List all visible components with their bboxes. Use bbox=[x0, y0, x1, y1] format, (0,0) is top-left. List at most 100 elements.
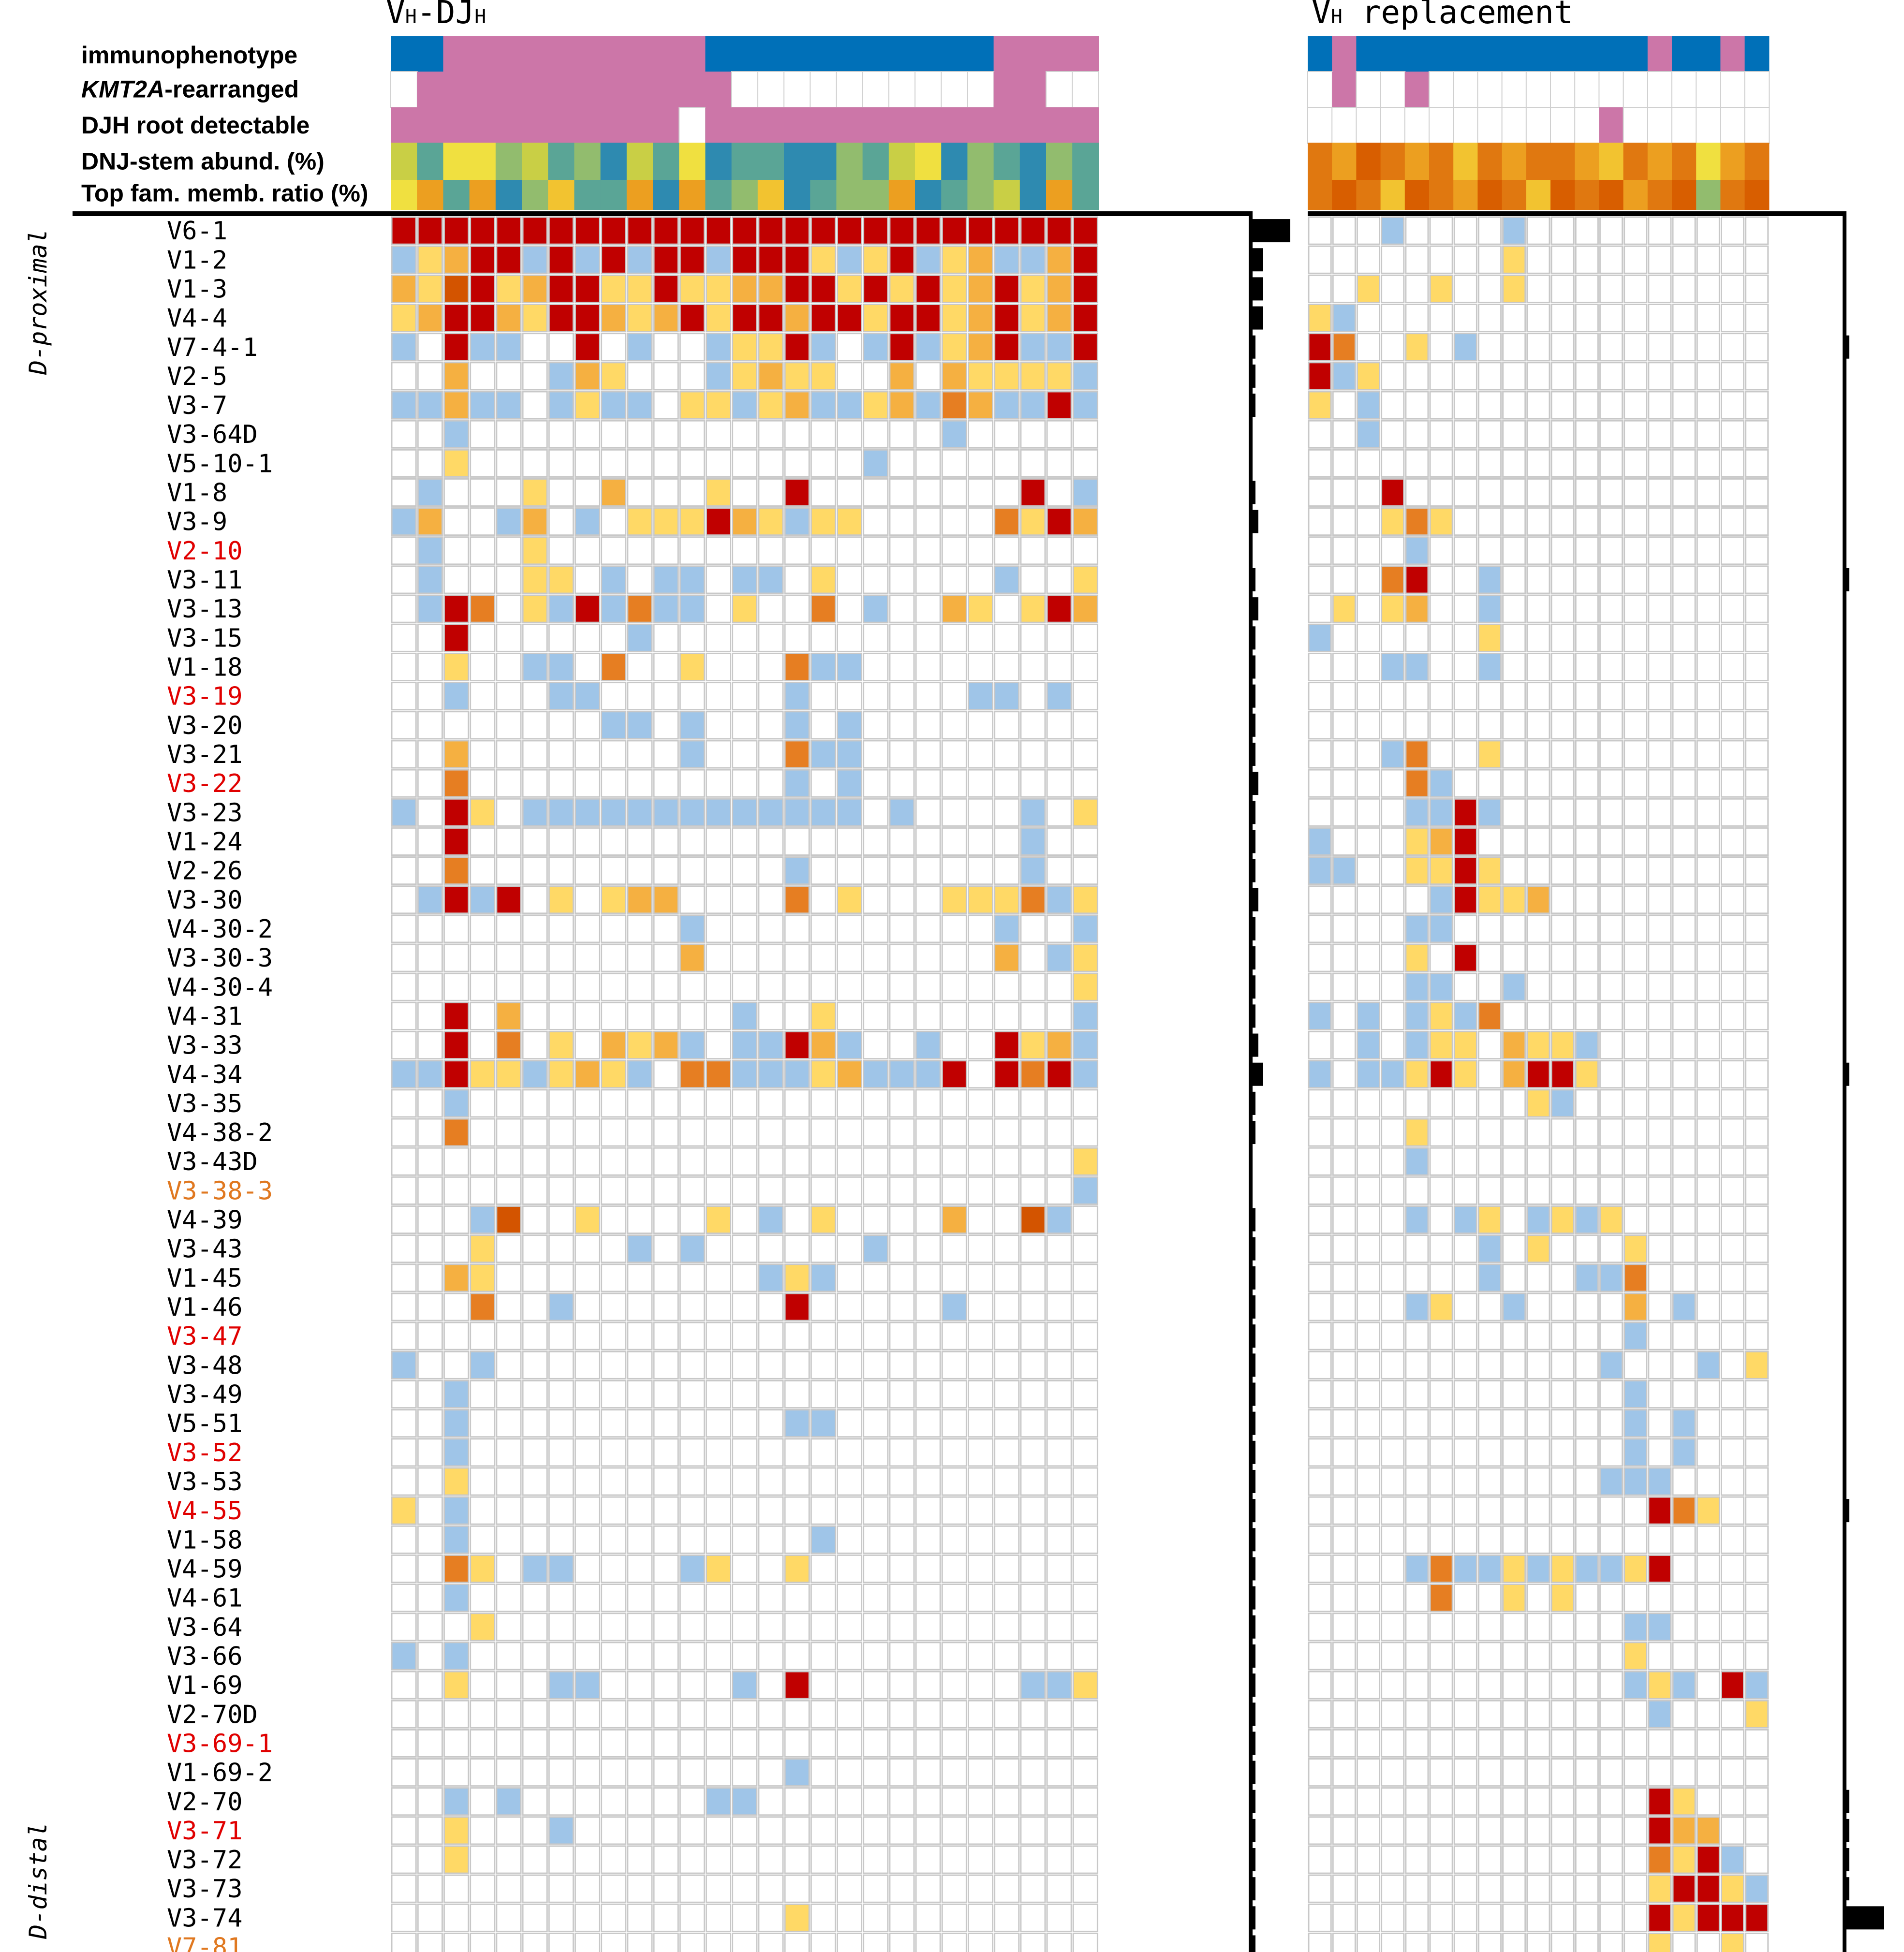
heatmap-cell bbox=[889, 1147, 915, 1176]
heatmap-cell bbox=[679, 333, 705, 362]
heatmap-cell bbox=[417, 1932, 443, 1952]
annotation-cell-dnj-stem bbox=[1502, 143, 1527, 180]
heatmap-cell bbox=[863, 1321, 889, 1350]
heatmap-cell bbox=[522, 1321, 548, 1350]
heatmap-cell bbox=[941, 1642, 967, 1671]
heatmap-cell bbox=[1599, 1380, 1624, 1409]
heatmap-cell bbox=[1502, 972, 1526, 1001]
heatmap-cell bbox=[889, 711, 915, 740]
heatmap-cell bbox=[1745, 1176, 1769, 1205]
heatmap-cell bbox=[836, 1147, 863, 1176]
heatmap-cell bbox=[1696, 1932, 1720, 1952]
annotation-cell-dnj-stem bbox=[443, 143, 470, 180]
heatmap-cell bbox=[1453, 1292, 1477, 1321]
heatmap-cell bbox=[679, 682, 705, 711]
row-total-bar bbox=[1251, 1499, 1255, 1523]
heatmap-cell bbox=[915, 274, 941, 303]
heatmap-cell bbox=[1624, 1525, 1648, 1554]
heatmap-cell bbox=[391, 1060, 417, 1089]
annotation-cell-dnj-stem bbox=[888, 143, 915, 180]
heatmap-cell bbox=[627, 740, 653, 769]
heatmap-cell bbox=[1720, 1001, 1745, 1030]
heatmap-cell bbox=[391, 1001, 417, 1030]
gene-label: V4-55 bbox=[167, 1497, 243, 1526]
heatmap-cell bbox=[1308, 391, 1332, 420]
heatmap-cell bbox=[1648, 1845, 1672, 1874]
heatmap-cell bbox=[496, 1030, 522, 1060]
heatmap-cell bbox=[1550, 333, 1575, 362]
gene-label: V4-39 bbox=[167, 1206, 243, 1235]
heatmap-cell bbox=[522, 943, 548, 972]
heatmap-cell bbox=[1720, 1089, 1745, 1118]
heatmap-cell bbox=[784, 1263, 810, 1292]
heatmap-cell bbox=[443, 1350, 470, 1380]
heatmap-cell bbox=[679, 245, 705, 274]
heatmap-cell bbox=[653, 1787, 679, 1816]
heatmap-cell bbox=[1381, 1642, 1405, 1671]
heatmap-cell bbox=[1405, 1380, 1429, 1409]
heatmap-cell bbox=[1526, 711, 1550, 740]
heatmap-cell bbox=[653, 1642, 679, 1671]
heatmap-cell bbox=[601, 536, 627, 565]
heatmap-cell bbox=[1429, 1758, 1453, 1787]
heatmap-cell bbox=[391, 1758, 417, 1787]
heatmap-cell bbox=[574, 972, 601, 1001]
axis-lines bbox=[73, 211, 1846, 1952]
heatmap-cell bbox=[1672, 1001, 1696, 1030]
heatmap-cell bbox=[863, 711, 889, 740]
heatmap-cell bbox=[1405, 623, 1429, 652]
heatmap-cell bbox=[627, 1350, 653, 1380]
heatmap-cell bbox=[836, 1438, 863, 1467]
heatmap-cell bbox=[1477, 391, 1502, 420]
heatmap-cell bbox=[1624, 1030, 1648, 1060]
heatmap-cell bbox=[601, 798, 627, 827]
heatmap-cell bbox=[1381, 507, 1405, 536]
heatmap-cell bbox=[810, 1932, 836, 1952]
heatmap-cell bbox=[417, 1001, 443, 1030]
heatmap-cell bbox=[1072, 507, 1098, 536]
heatmap-cell bbox=[1477, 1932, 1502, 1952]
heatmap-cell bbox=[1526, 1001, 1550, 1030]
heatmap-cell bbox=[1046, 391, 1072, 420]
heatmap-cell bbox=[1429, 1263, 1453, 1292]
heatmap-cell bbox=[1453, 1438, 1477, 1467]
heatmap-cell bbox=[1672, 507, 1696, 536]
heatmap-cell bbox=[653, 1584, 679, 1613]
heatmap-cell bbox=[994, 1787, 1020, 1816]
heatmap-cell bbox=[548, 1263, 574, 1292]
heatmap-cell bbox=[1720, 1496, 1745, 1525]
heatmap-cell bbox=[1453, 1787, 1477, 1816]
heatmap-cell bbox=[810, 856, 836, 885]
heatmap-cell bbox=[653, 449, 679, 478]
heatmap-cell bbox=[548, 1030, 574, 1060]
heatmap-cell bbox=[601, 1147, 627, 1176]
heatmap-cell bbox=[548, 856, 574, 885]
heatmap-cell bbox=[967, 1787, 994, 1816]
row-total-bar bbox=[1251, 1324, 1255, 1348]
heatmap-cell bbox=[915, 1147, 941, 1176]
heatmap-cell bbox=[1550, 1409, 1575, 1438]
heatmap-cell bbox=[417, 565, 443, 594]
heatmap-cell bbox=[1453, 943, 1477, 972]
annotation-cell-immunophenotype bbox=[548, 36, 575, 74]
row-total-bar bbox=[1251, 684, 1255, 708]
heatmap-cell bbox=[1381, 1205, 1405, 1234]
heatmap-cell bbox=[784, 1467, 810, 1496]
heatmap-cell bbox=[1672, 1060, 1696, 1089]
annotation-cell-immunophenotype bbox=[574, 36, 601, 74]
heatmap-cell bbox=[836, 1671, 863, 1700]
heatmap-cell bbox=[391, 1613, 417, 1642]
heatmap-cell bbox=[1575, 274, 1599, 303]
heatmap-cell bbox=[1624, 1613, 1648, 1642]
heatmap-cell bbox=[391, 972, 417, 1001]
heatmap-cell bbox=[1405, 1292, 1429, 1321]
row-total-bar bbox=[1251, 1761, 1255, 1784]
heatmap-cell bbox=[967, 1321, 994, 1350]
heatmap-cell bbox=[391, 914, 417, 943]
heatmap-cell bbox=[1550, 1729, 1575, 1758]
heatmap-cell bbox=[1575, 1380, 1599, 1409]
heatmap-cell bbox=[1502, 1118, 1526, 1147]
heatmap-cell bbox=[915, 1729, 941, 1758]
heatmap-cell bbox=[470, 1932, 496, 1952]
heatmap-cell bbox=[967, 1030, 994, 1060]
